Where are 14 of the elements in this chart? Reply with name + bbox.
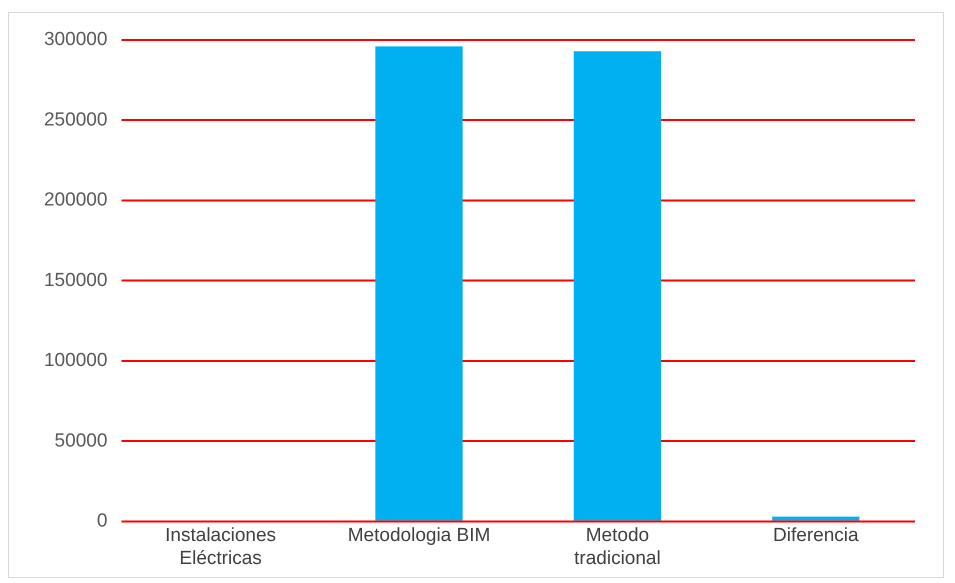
y-tick-label: 250000 bbox=[44, 109, 108, 130]
x-tick-label: Metodo tradicional bbox=[574, 525, 661, 569]
y-tick-label: 300000 bbox=[44, 29, 108, 50]
y-tick-label: 200000 bbox=[44, 190, 108, 211]
y-tick-label: 0 bbox=[96, 510, 108, 532]
y-tick-label: 150000 bbox=[44, 270, 108, 291]
x-tick-label: Diferencia bbox=[773, 525, 859, 546]
bar bbox=[772, 516, 860, 520]
y-tick-label: 100000 bbox=[44, 350, 108, 372]
bar bbox=[375, 46, 463, 520]
y-tick-label: 50000 bbox=[54, 430, 108, 452]
x-tick-label: Instalaciones Eléctricas bbox=[165, 525, 276, 569]
x-tick-label: Metodologia BIM bbox=[348, 525, 490, 546]
bar bbox=[574, 51, 662, 520]
